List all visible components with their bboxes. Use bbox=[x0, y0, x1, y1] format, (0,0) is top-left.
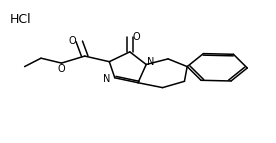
Text: N: N bbox=[103, 74, 110, 84]
Text: O: O bbox=[58, 64, 65, 74]
Text: N: N bbox=[147, 57, 154, 67]
Text: HCl: HCl bbox=[10, 13, 31, 26]
Text: O: O bbox=[69, 36, 76, 46]
Text: O: O bbox=[132, 32, 140, 42]
